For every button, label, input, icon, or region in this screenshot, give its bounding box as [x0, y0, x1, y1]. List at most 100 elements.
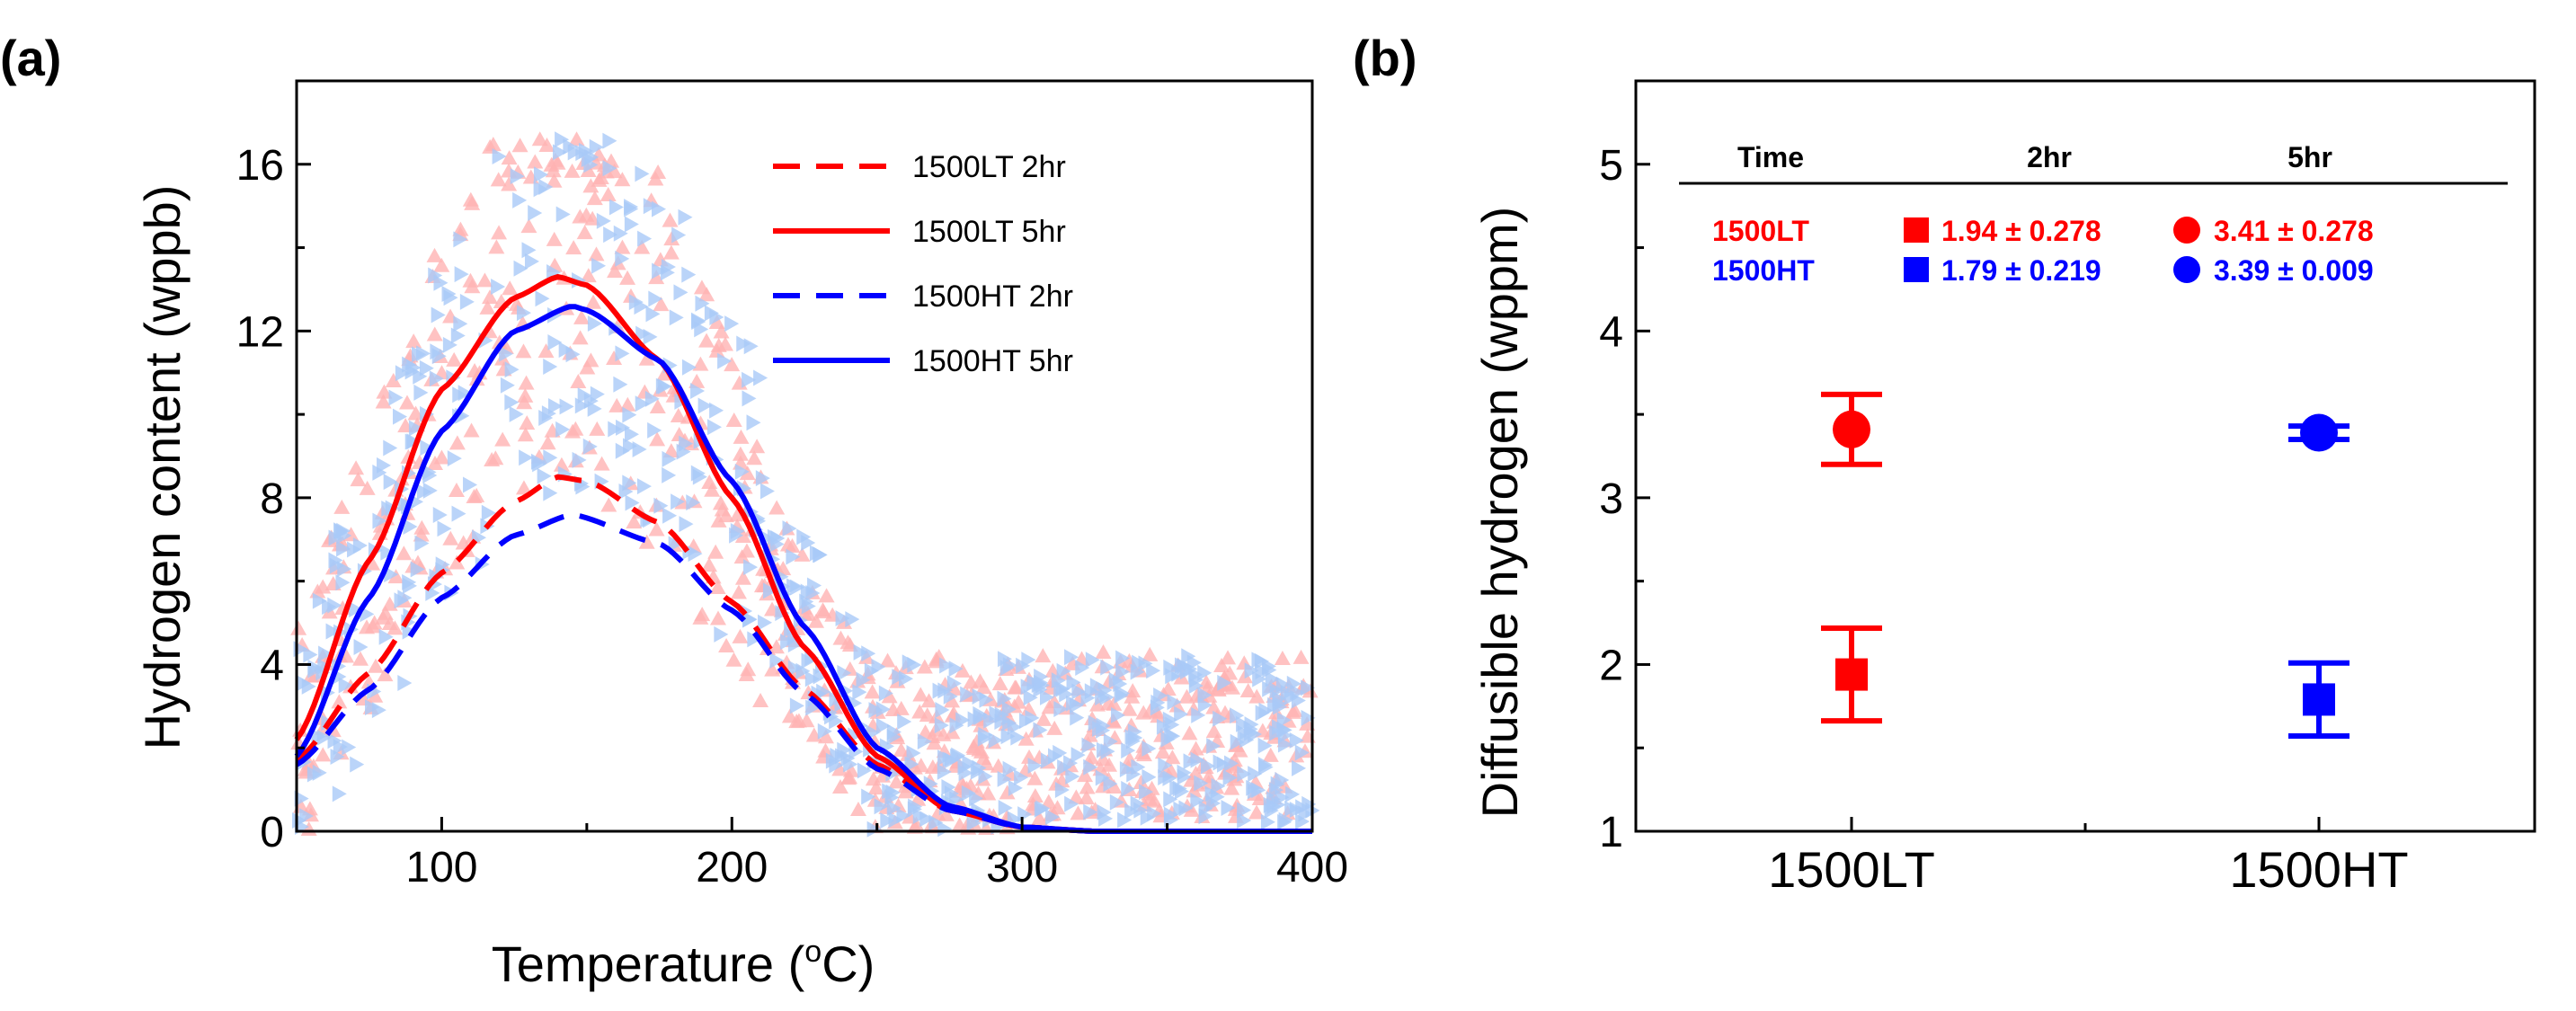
scatter-point	[662, 507, 678, 524]
scatter-point	[431, 348, 447, 365]
scatter-point	[1262, 680, 1277, 697]
scatter-point	[447, 450, 462, 467]
scatter-point	[1301, 679, 1316, 696]
scatter-point	[1068, 789, 1085, 804]
scatter-point	[1263, 796, 1278, 813]
scatter-point	[454, 266, 469, 283]
panel-a-raw-scatter	[290, 131, 1320, 838]
scatter-point	[588, 246, 605, 262]
scatter-point	[779, 537, 796, 552]
scatter-point	[449, 435, 466, 450]
scatter-point	[1033, 722, 1048, 739]
scatter-point	[1055, 680, 1070, 697]
scatter-point	[1082, 749, 1099, 765]
scatter-point	[387, 569, 404, 584]
scatter-point	[738, 667, 755, 682]
scatter-point	[1258, 702, 1274, 719]
scatter-point	[1023, 689, 1038, 706]
scatter-point	[1292, 649, 1310, 664]
scatter-point	[698, 287, 715, 302]
scatter-point	[907, 801, 922, 818]
scatter-point	[462, 272, 479, 288]
scatter-point	[518, 375, 535, 390]
scatter-point	[306, 668, 324, 683]
scatter-point	[701, 474, 718, 490]
scatter-point	[622, 474, 637, 492]
scatter-point	[1070, 805, 1087, 820]
scatter-point	[1164, 749, 1181, 765]
scatter-point	[398, 495, 413, 512]
scatter-point	[743, 559, 759, 576]
scatter-point	[1301, 709, 1316, 726]
scatter-point	[1070, 696, 1085, 714]
scatter-point	[643, 328, 658, 345]
scatter-point	[582, 438, 598, 455]
scatter-point	[1174, 705, 1189, 723]
panel-b-ylabel: Diffusible hydrogen (wppm)	[1471, 207, 1528, 819]
scatter-point	[312, 592, 327, 609]
scatter-point	[734, 463, 750, 480]
scatter-point	[414, 535, 430, 552]
scatter-point	[919, 707, 936, 723]
scatter-point	[1027, 758, 1043, 775]
scatter-point	[1057, 758, 1072, 776]
scatter-point	[535, 290, 550, 307]
scatter-point	[864, 684, 881, 699]
scatter-point	[442, 530, 459, 545]
panel-a-axes	[295, 79, 1314, 833]
scatter-point	[946, 675, 962, 692]
scatter-point	[707, 544, 724, 559]
scatter-point	[857, 762, 872, 779]
scatter-point	[348, 460, 365, 475]
scatter-point	[426, 326, 443, 341]
scatter-point	[679, 516, 694, 533]
scatter-point	[724, 357, 741, 372]
scatter-point	[928, 814, 944, 831]
legend-label: 1500LT 5hr	[912, 215, 1066, 249]
scatter-point	[1274, 650, 1291, 665]
scatter-point	[718, 637, 735, 652]
scatter-point	[545, 163, 562, 178]
scatter-point	[786, 578, 802, 595]
scatter-point	[1138, 655, 1153, 672]
scatter-point	[856, 671, 871, 688]
scatter-point	[393, 408, 408, 425]
scatter-point	[395, 365, 410, 382]
scatter-point	[1065, 767, 1080, 785]
scatter-point	[615, 442, 630, 459]
scatter-point	[1039, 688, 1054, 705]
scatter-point	[543, 484, 558, 501]
x-category-label: 1500HT	[2229, 841, 2408, 898]
scatter-point	[988, 732, 1003, 749]
scatter-point	[707, 419, 723, 436]
scatter-point	[1088, 714, 1103, 732]
scatter-point	[789, 697, 804, 714]
scatter-point	[402, 356, 417, 373]
data-point-circle	[2300, 413, 2338, 452]
scatter-point	[670, 408, 687, 423]
scatter-point	[301, 678, 316, 695]
scatter-point	[513, 260, 529, 277]
y-tick-label: 12	[236, 308, 284, 356]
scatter-point	[1248, 766, 1263, 783]
scatter-point	[817, 723, 832, 740]
scatter-point	[871, 658, 886, 675]
scatter-point	[1117, 811, 1133, 829]
data-point-circle	[1833, 410, 1870, 448]
scatter-point	[573, 309, 591, 324]
scatter-point	[600, 497, 617, 512]
scatter-point	[383, 439, 398, 457]
scatter-point	[593, 456, 610, 471]
scatter-point	[655, 377, 671, 395]
scatter-point	[428, 267, 443, 284]
scatter-point	[517, 427, 534, 442]
scatter-point	[600, 187, 617, 202]
scatter-point	[426, 247, 443, 262]
scatter-point	[1172, 780, 1187, 797]
scatter-point	[479, 299, 496, 315]
scatter-point	[1070, 709, 1085, 726]
scatter-point	[730, 584, 747, 599]
scatter-point	[724, 315, 740, 333]
scatter-point	[634, 239, 651, 254]
scatter-point	[839, 770, 857, 785]
